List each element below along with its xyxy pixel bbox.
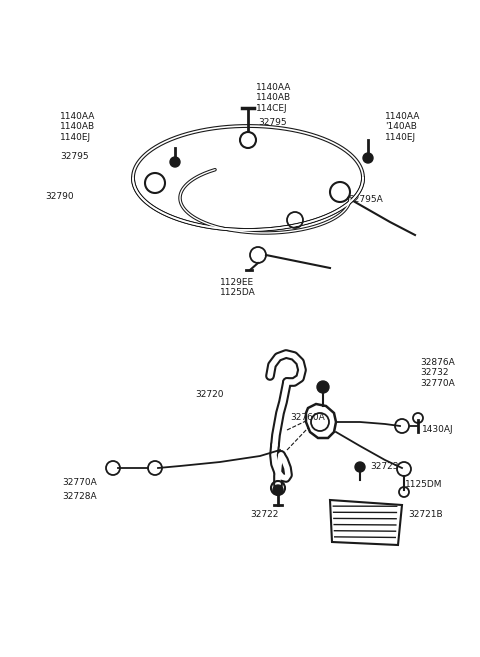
Circle shape: [317, 381, 329, 393]
Text: 32795: 32795: [258, 118, 287, 127]
Text: 32721B: 32721B: [408, 510, 443, 519]
Circle shape: [363, 153, 373, 163]
Text: 1140AA
1140AB
1140EJ: 1140AA 1140AB 1140EJ: [60, 112, 96, 142]
Text: 1430AJ: 1430AJ: [422, 425, 454, 434]
Circle shape: [355, 462, 365, 472]
Circle shape: [170, 157, 180, 167]
Text: 32760A: 32760A: [290, 413, 325, 422]
Text: 32728A: 32728A: [62, 492, 96, 501]
Circle shape: [273, 485, 283, 495]
Text: 1140AA
'140AB
1140EJ: 1140AA '140AB 1140EJ: [385, 112, 420, 142]
Text: 32722: 32722: [250, 510, 278, 519]
Text: 32790: 32790: [45, 192, 73, 201]
Text: 32795A: 32795A: [348, 195, 383, 204]
Text: 1125DM: 1125DM: [405, 480, 443, 489]
Text: 32770A: 32770A: [62, 478, 97, 487]
Text: 32795: 32795: [60, 152, 89, 161]
Text: 32723: 32723: [370, 462, 398, 471]
Text: 32720: 32720: [195, 390, 224, 399]
Text: 32876A
32732
32770A: 32876A 32732 32770A: [420, 358, 455, 388]
Text: 1140AA
1140AB
114CEJ: 1140AA 1140AB 114CEJ: [256, 83, 291, 113]
Text: 1129EE
1125DA: 1129EE 1125DA: [220, 278, 256, 298]
